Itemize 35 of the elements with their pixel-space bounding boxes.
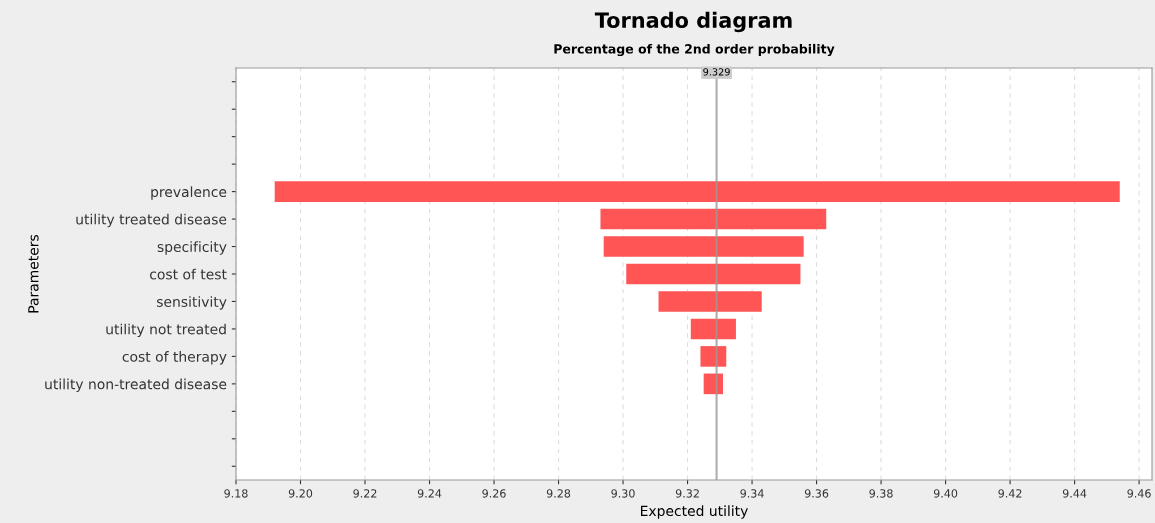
x-tick-label: 9.26: [482, 489, 506, 498]
x-tick-label: 9.18: [224, 489, 248, 498]
x-tick-label: 9.30: [611, 489, 635, 498]
bar: [274, 181, 1120, 202]
chart-subtitle: Percentage of the 2nd order probability: [554, 43, 835, 57]
x-tick-label: 9.44: [1062, 489, 1087, 498]
bar: [690, 318, 736, 340]
x-tick-label: 9.32: [675, 489, 699, 498]
x-tick-label: 9.20: [288, 489, 313, 498]
bar: [603, 236, 804, 257]
y-tick-label: prevalence: [151, 186, 227, 200]
x-tick-label: 9.40: [933, 489, 958, 498]
x-axis-title: Expected utility: [641, 505, 748, 519]
y-tick-label: cost of test: [150, 268, 227, 280]
y-tick-label: utility treated disease: [76, 213, 227, 228]
x-tick-label: 9.22: [353, 489, 377, 498]
y-tick-label: utility non-treated disease: [45, 378, 227, 393]
x-tick-label: 9.34: [740, 489, 764, 498]
x-tick-label: 9.36: [804, 489, 829, 498]
x-tick-label: 9.46: [1127, 489, 1151, 498]
ref-line-label: 9.329: [703, 68, 730, 76]
bar: [626, 263, 801, 285]
chart-title: Tornado diagram: [594, 11, 792, 33]
bar: [658, 291, 762, 312]
x-tick-label: 9.28: [546, 489, 571, 498]
y-tick-label: cost of therapy: [122, 351, 227, 365]
bar: [600, 208, 827, 230]
y-tick-label: sensitivity: [157, 296, 227, 310]
x-tick-label: 9.42: [998, 489, 1022, 498]
y-tick-label: specificity: [157, 241, 227, 255]
x-tick-label: 9.38: [869, 489, 893, 498]
x-tick-label: 9.24: [417, 489, 442, 498]
bar: [700, 346, 727, 367]
y-axis-title: Parameters: [28, 234, 39, 313]
y-tick-label: utility not treated: [106, 323, 226, 338]
